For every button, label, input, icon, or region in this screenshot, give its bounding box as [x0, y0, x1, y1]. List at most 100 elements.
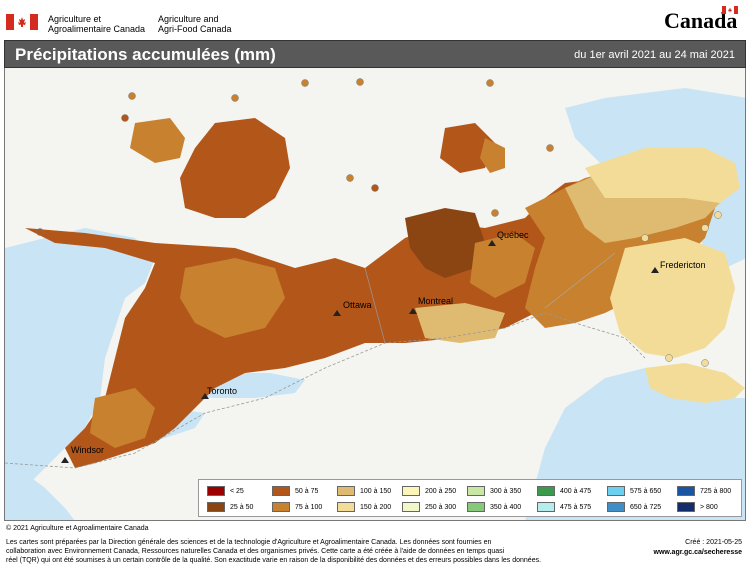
city-windsor: Windsor: [61, 445, 104, 463]
svg-text:Québec: Québec: [497, 230, 529, 240]
legend-swatch: [607, 502, 625, 512]
region-75-100-a: [180, 258, 285, 338]
legend-swatch: [402, 486, 420, 496]
legend-label: 575 à 650: [630, 487, 662, 495]
lake-st-clair: [5, 468, 75, 520]
legend-label: 725 à 800: [700, 487, 732, 495]
region-150-200-ns: [645, 363, 745, 403]
legend-label: 100 à 150: [360, 487, 392, 495]
legend: < 25 25 à 50 50 à 75 75 à 100 100 à 150 …: [198, 479, 742, 517]
department-name-fr: Agriculture et Agroalimentaire Canada: [48, 14, 158, 34]
legend-label: > 800: [700, 503, 718, 511]
legend-label: 300 à 350: [490, 487, 522, 495]
region-75-100-b: [90, 388, 155, 448]
footer-line1: Les cartes sont préparées par la Directi…: [6, 539, 492, 546]
department-fr-line1: Agriculture et: [48, 14, 102, 24]
copyright: © 2021 Agriculture et Agroalimentaire Ca…: [6, 525, 149, 532]
website-link[interactable]: www.agr.gc.ca/secheresse: [653, 549, 742, 556]
legend-item: 100 à 150: [337, 485, 391, 497]
city-fredericton: Fredericton: [651, 260, 706, 273]
department-en-line2: Agri-Food Canada: [158, 24, 232, 34]
legend-label: 50 à 75: [295, 487, 319, 495]
date-range: du 1er avril 2021 au 24 mai 2021: [574, 49, 735, 61]
legend-label: 400 à 475: [560, 487, 592, 495]
precipitation-map: Québec Fredericton Ottawa Montreal Toron…: [4, 68, 746, 521]
legend-label: 650 à 725: [630, 503, 662, 511]
created-date: Créé : 2021-05-25: [685, 539, 742, 546]
city-ottawa: Ottawa: [333, 300, 372, 316]
region-north-patch-1: [180, 118, 290, 218]
legend-swatch: [677, 502, 695, 512]
legend-item: 150 à 200: [337, 501, 391, 513]
legend-item: 350 à 400: [467, 501, 521, 513]
legend-item: 200 à 250: [402, 485, 456, 497]
svg-text:Fredericton: Fredericton: [660, 260, 706, 270]
legend-swatch: [467, 502, 485, 512]
legend-swatch: [337, 502, 355, 512]
footer-line2: collaboration avec Environnement Canada,…: [6, 548, 505, 555]
region-25-50: [405, 208, 485, 278]
svg-text:Ottawa: Ottawa: [343, 300, 372, 310]
region-150-200-gaspe: [585, 148, 740, 203]
station-dots: [36, 78, 722, 367]
lake-huron-michigan: [5, 228, 155, 498]
header: Agriculture et Agroalimentaire Canada Ag…: [0, 0, 750, 40]
region-north-patch-3: [440, 123, 495, 173]
legend-item: < 25: [207, 485, 244, 497]
department-en-line1: Agriculture and: [158, 14, 219, 24]
svg-text:Toronto: Toronto: [207, 386, 237, 396]
legend-label: 475 à 575: [560, 503, 592, 511]
legend-item: > 800: [677, 501, 718, 513]
region-100-150-south: [415, 303, 505, 343]
legend-swatch: [607, 486, 625, 496]
region-north-patch-2: [130, 118, 185, 163]
map-canvas: Québec Fredericton Ottawa Montreal Toron…: [5, 68, 745, 520]
legend-item: 75 à 100: [272, 501, 322, 513]
legend-item: 475 à 575: [537, 501, 591, 513]
legend-item: 25 à 50: [207, 501, 253, 513]
region-150-200-nb: [610, 238, 735, 358]
provincial-border: [364, 267, 386, 344]
legend-label: < 25: [230, 487, 244, 495]
legend-swatch: [677, 486, 695, 496]
legend-label: 25 à 50: [230, 503, 254, 511]
department-name-en: Agriculture and Agri-Food Canada: [158, 14, 268, 34]
wordmark-flag-icon: [722, 6, 738, 14]
svg-text:Windsor: Windsor: [71, 445, 104, 455]
legend-label: 350 à 400: [490, 503, 522, 511]
legend-swatch: [467, 486, 485, 496]
footer-line3: réel (TQR) qui ont été soumises à un cer…: [6, 557, 542, 564]
legend-label: 250 à 300: [425, 503, 457, 511]
map-title: Précipitations accumulées (mm): [15, 45, 276, 64]
city-montreal: Montreal: [409, 296, 453, 314]
legend-swatch: [272, 486, 290, 496]
legend-item: 575 à 650: [607, 485, 661, 497]
canada-flag-icon: [6, 14, 38, 30]
title-bar: Précipitations accumulées (mm) du 1er av…: [4, 40, 746, 68]
city-toronto: Toronto: [201, 386, 237, 399]
legend-label: 200 à 250: [425, 487, 457, 495]
legend-item: 725 à 800: [677, 485, 731, 497]
legend-swatch: [207, 502, 225, 512]
region-north-patch-4: [480, 138, 505, 173]
legend-label: 75 à 100: [295, 503, 323, 511]
footer-disclaimer: Les cartes sont préparées par la Directi…: [6, 538, 591, 565]
legend-item: 650 à 725: [607, 501, 661, 513]
legend-item: 400 à 475: [537, 485, 591, 497]
legend-swatch: [337, 486, 355, 496]
legend-swatch: [207, 486, 225, 496]
legend-item: 250 à 300: [402, 501, 456, 513]
legend-item: 50 à 75: [272, 485, 318, 497]
svg-text:Montreal: Montreal: [418, 296, 453, 306]
department-fr-line2: Agroalimentaire Canada: [48, 24, 146, 34]
legend-swatch: [272, 502, 290, 512]
region-75-100-c: [470, 233, 535, 298]
legend-label: 150 à 200: [360, 503, 392, 511]
legend-item: 300 à 350: [467, 485, 521, 497]
legend-swatch: [537, 486, 555, 496]
legend-swatch: [402, 502, 420, 512]
city-quebec: Québec: [488, 230, 529, 246]
st-lawrence-river: [544, 252, 616, 309]
legend-swatch: [537, 502, 555, 512]
